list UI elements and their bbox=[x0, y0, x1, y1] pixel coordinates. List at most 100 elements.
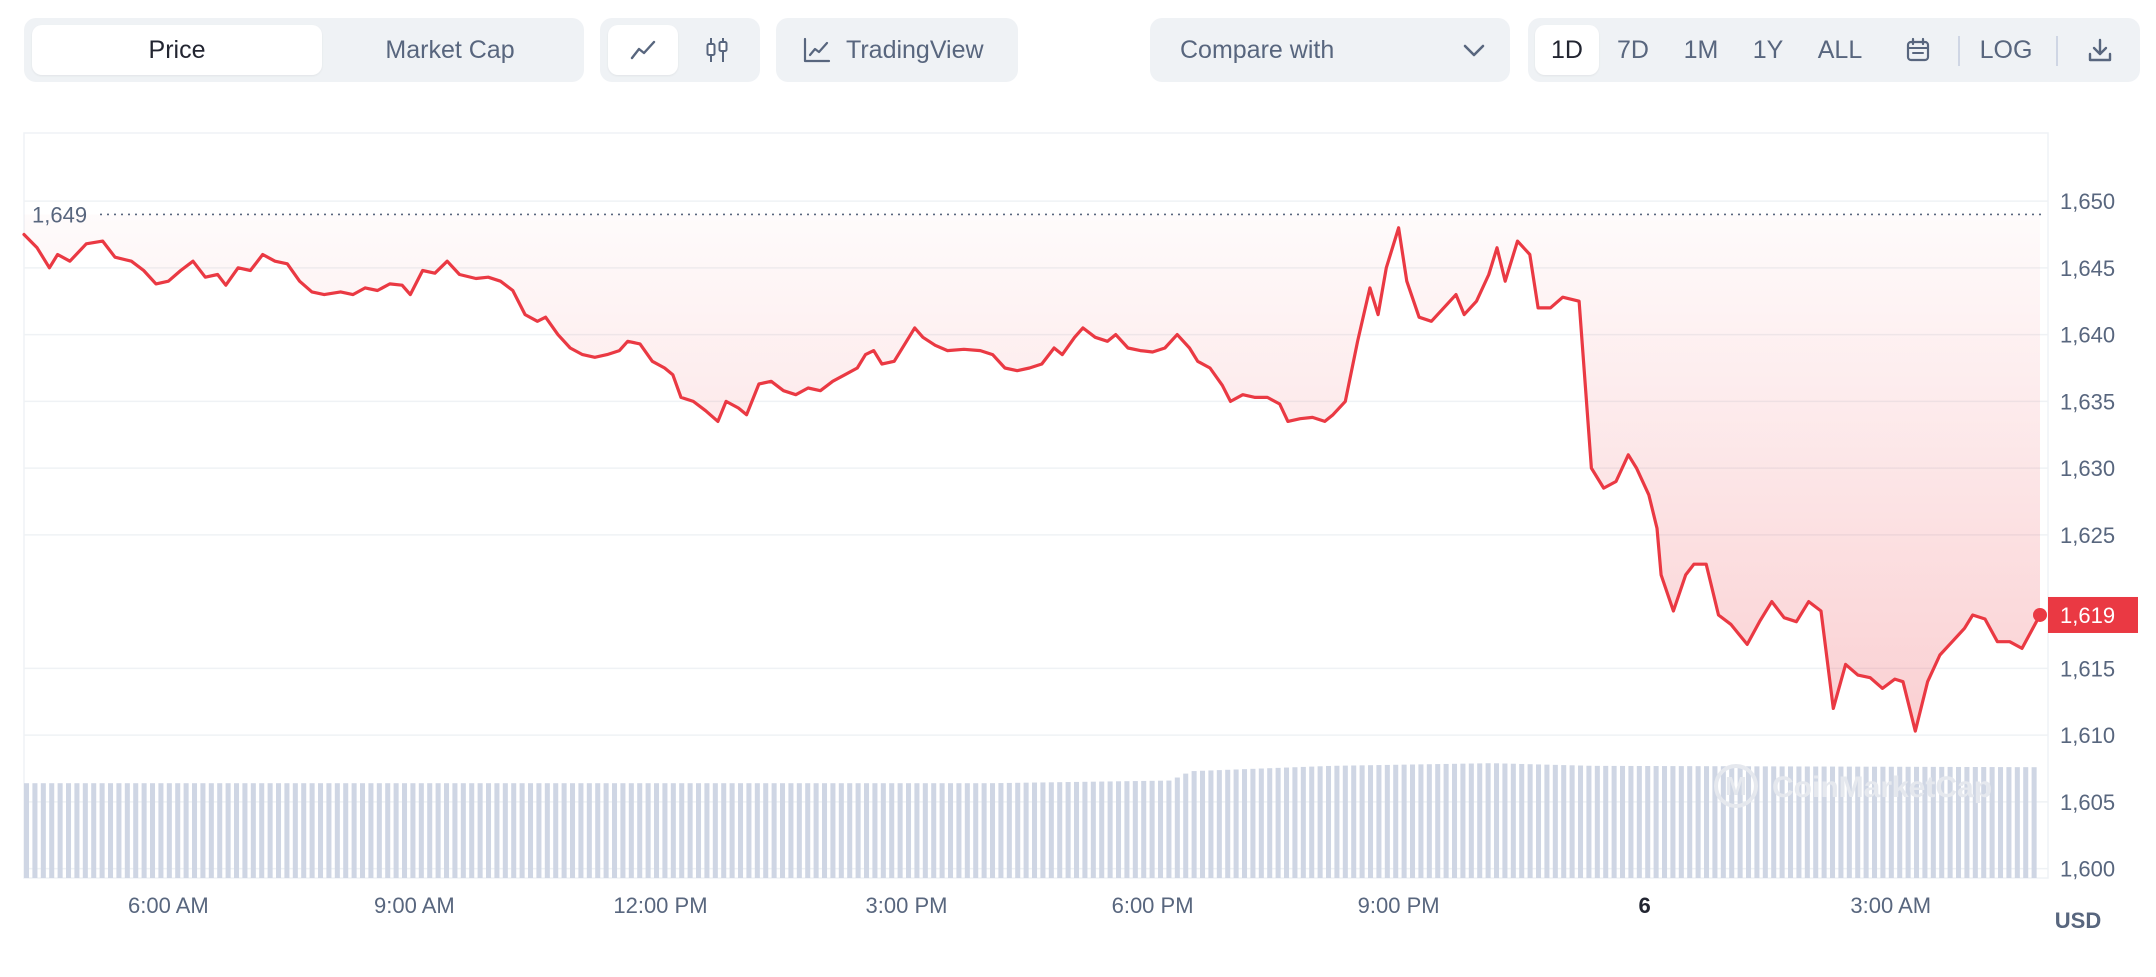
y-tick-label: 1,610 bbox=[2060, 723, 2115, 748]
tab-price[interactable]: Price bbox=[32, 25, 322, 75]
volume-bar bbox=[1284, 767, 1290, 878]
price-area bbox=[24, 214, 2040, 732]
download-button[interactable] bbox=[2068, 25, 2132, 75]
volume-bar bbox=[267, 783, 273, 878]
volume-bar bbox=[1074, 781, 1080, 878]
line-chart-button[interactable] bbox=[608, 25, 678, 75]
volume-bar bbox=[74, 783, 80, 878]
volume-bar bbox=[393, 783, 399, 878]
volume-bar bbox=[1855, 766, 1861, 878]
tab-market-cap[interactable]: Market Cap bbox=[385, 35, 515, 64]
volume-bar bbox=[998, 783, 1004, 878]
date-range-button[interactable] bbox=[1888, 25, 1948, 75]
currency-label: USD bbox=[2055, 908, 2101, 933]
volume-bar bbox=[292, 783, 298, 878]
price-chart[interactable]: M CoinMarketCap 1,649 1,600 1,605 1,610 1,6… bbox=[0, 100, 2156, 972]
volume-bar bbox=[1662, 766, 1668, 878]
volume-bar bbox=[922, 783, 928, 878]
chart-toolbar: Price Market Cap bbox=[0, 0, 2156, 100]
x-tick-label: 9:00 AM bbox=[374, 893, 455, 918]
volume-bar bbox=[679, 783, 685, 878]
volume-bar bbox=[284, 783, 290, 878]
volume-bar bbox=[1888, 766, 1894, 878]
compare-dropdown[interactable]: Compare with bbox=[1150, 18, 1510, 82]
volume-bar bbox=[1552, 764, 1558, 878]
volume-bar bbox=[1788, 766, 1794, 878]
volume-bar bbox=[1939, 766, 1945, 878]
volume-bar bbox=[242, 783, 248, 878]
volume-bar bbox=[418, 783, 424, 878]
volume-bar bbox=[1149, 780, 1155, 878]
volume-bar bbox=[2023, 767, 2029, 878]
candlestick-button[interactable] bbox=[682, 25, 752, 75]
volume-bar bbox=[1426, 764, 1432, 878]
volume-bar bbox=[1099, 781, 1105, 878]
volume-bar bbox=[1620, 765, 1626, 878]
volume-bar bbox=[1972, 767, 1978, 878]
volume-bar bbox=[360, 783, 366, 878]
volume-bar bbox=[208, 783, 214, 878]
volume-bar bbox=[1863, 766, 1869, 878]
volume-bar bbox=[544, 783, 550, 878]
volume-bar bbox=[158, 783, 164, 878]
volume-bar bbox=[1628, 765, 1634, 878]
candlestick-icon bbox=[702, 35, 732, 65]
range-1y[interactable]: 1Y bbox=[1752, 35, 1784, 64]
volume-bar bbox=[1275, 767, 1281, 878]
volume-bar bbox=[561, 783, 567, 878]
range-1d[interactable]: 1D bbox=[1535, 25, 1599, 75]
volume-bar bbox=[1208, 770, 1214, 878]
volume-bar bbox=[1804, 766, 1810, 878]
volume-bar bbox=[1964, 766, 1970, 878]
volume-bar bbox=[897, 783, 903, 878]
volume-bar bbox=[780, 783, 786, 878]
volume-bar bbox=[1678, 766, 1684, 878]
volume-bar bbox=[1569, 765, 1575, 878]
volume-bar bbox=[1183, 773, 1189, 878]
volume-bar bbox=[1015, 782, 1021, 878]
volume-bar bbox=[620, 783, 626, 878]
metric-toggle: Price Market Cap bbox=[24, 18, 584, 82]
volume-bar bbox=[1527, 764, 1533, 878]
range-1m[interactable]: 1M bbox=[1683, 35, 1719, 64]
volume-bar bbox=[334, 783, 340, 878]
volume-bar bbox=[553, 783, 559, 878]
volume-bar bbox=[1645, 766, 1651, 878]
log-scale-button[interactable]: LOG bbox=[1979, 35, 2033, 64]
volume-bar bbox=[1880, 766, 1886, 878]
volume-bar bbox=[318, 783, 324, 878]
volume-bar bbox=[637, 783, 643, 878]
current-price-dot[interactable] bbox=[2033, 607, 2047, 622]
current-price-label: 1,619 bbox=[2060, 603, 2115, 628]
volume-bar bbox=[595, 783, 601, 878]
volume-bar bbox=[1687, 766, 1693, 878]
volume-bar bbox=[1116, 781, 1122, 878]
volume-bar bbox=[654, 783, 660, 878]
volume-bar bbox=[166, 783, 172, 878]
volume-bar bbox=[108, 783, 114, 878]
volume-bar bbox=[1443, 763, 1449, 878]
tradingview-button[interactable]: TradingView bbox=[776, 18, 1018, 82]
volume-bar bbox=[200, 783, 206, 878]
volume-bar bbox=[1032, 782, 1038, 878]
range-all[interactable]: ALL bbox=[1817, 35, 1863, 64]
volume-bar bbox=[662, 783, 668, 878]
volume-bar bbox=[124, 783, 130, 878]
range-7d[interactable]: 7D bbox=[1617, 35, 1649, 64]
volume-bar bbox=[956, 783, 962, 878]
volume-bar bbox=[1830, 766, 1836, 878]
y-tick-label: 1,645 bbox=[2060, 256, 2115, 281]
volume-bar bbox=[1729, 766, 1735, 878]
volume-bar bbox=[1200, 770, 1206, 878]
volume-bar bbox=[192, 783, 198, 878]
volume-bar bbox=[376, 783, 382, 878]
volume-bar bbox=[1695, 766, 1701, 878]
volume-bar bbox=[1956, 766, 1962, 878]
volume-bar bbox=[1502, 763, 1508, 878]
volume-bar bbox=[645, 783, 651, 878]
volume-bar bbox=[502, 783, 508, 878]
volume-bar bbox=[250, 783, 256, 878]
volume-bar bbox=[704, 783, 710, 878]
volume-bar bbox=[1225, 769, 1231, 878]
volume-bar bbox=[570, 783, 576, 878]
